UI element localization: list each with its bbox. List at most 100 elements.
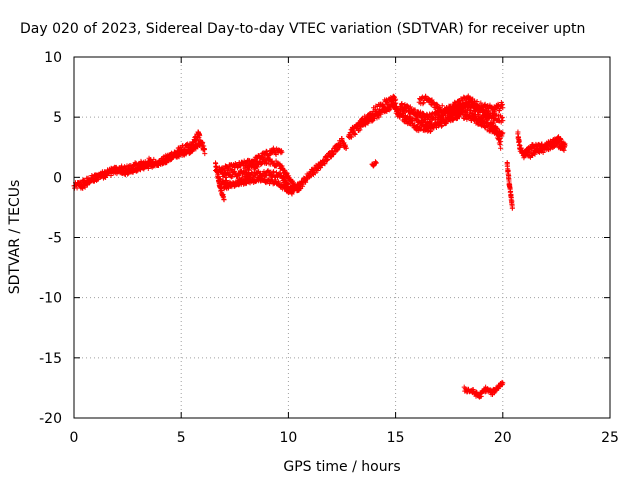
data-point — [229, 184, 235, 190]
data-point — [438, 113, 444, 119]
data-point — [331, 151, 337, 157]
data-point — [373, 160, 379, 166]
y-tick-label: -5 — [48, 231, 62, 247]
data-point — [242, 160, 248, 166]
y-tick-label: -20 — [39, 411, 62, 427]
data-point — [217, 176, 223, 182]
data-point — [255, 164, 261, 170]
data-point — [226, 169, 232, 175]
data-point — [477, 116, 483, 122]
data-point — [468, 107, 474, 113]
data-points — [71, 93, 568, 400]
data-point — [132, 160, 138, 166]
data-point — [226, 185, 232, 191]
data-point — [453, 108, 459, 114]
data-point — [343, 145, 349, 151]
x-tick-label: 25 — [601, 430, 619, 446]
data-point — [264, 149, 270, 155]
data-point — [252, 173, 258, 179]
data-point — [235, 165, 241, 171]
data-point — [246, 167, 252, 173]
data-point — [467, 104, 473, 110]
data-point — [428, 128, 434, 134]
data-point — [399, 101, 405, 107]
data-point — [431, 125, 437, 131]
y-tick-label: 10 — [44, 50, 62, 66]
x-tick-label: 10 — [279, 430, 297, 446]
data-point — [322, 161, 328, 167]
data-point — [245, 166, 251, 172]
data-point — [509, 205, 515, 211]
x-tick-label: 15 — [387, 430, 405, 446]
ticks: 0 5 10 15 20 25 -20 -15 -10 -5 0 5 10 — [39, 50, 619, 446]
grid-lines — [74, 57, 610, 418]
y-tick-label: -15 — [39, 351, 62, 367]
data-point — [197, 140, 203, 146]
data-point — [484, 108, 490, 114]
data-point — [481, 107, 487, 113]
data-point — [420, 101, 426, 107]
y-tick-label: -10 — [39, 291, 62, 307]
data-point — [427, 129, 433, 135]
data-point — [420, 100, 426, 106]
chart-title: Day 020 of 2023, Sidereal Day-to-day VTE… — [20, 21, 585, 37]
data-point — [499, 114, 505, 120]
data-point — [500, 118, 506, 124]
data-point — [334, 147, 340, 153]
data-point — [439, 123, 445, 129]
data-point — [106, 171, 112, 177]
data-point — [451, 109, 457, 115]
data-point — [498, 145, 504, 151]
data-point — [77, 179, 83, 185]
data-point — [202, 151, 208, 157]
data-point — [423, 116, 429, 122]
y-tick-label: 5 — [53, 110, 62, 126]
data-point — [444, 119, 450, 125]
data-point — [94, 177, 100, 183]
data-point — [258, 161, 264, 167]
data-point — [500, 105, 506, 111]
data-point — [515, 129, 521, 135]
data-point — [145, 165, 151, 171]
data-point — [500, 380, 506, 386]
data-point — [407, 104, 413, 110]
data-point — [134, 168, 140, 174]
data-point — [419, 123, 425, 129]
data-point — [176, 154, 182, 160]
data-point — [285, 181, 291, 187]
data-point — [500, 130, 506, 136]
data-point — [535, 145, 541, 151]
data-point — [390, 97, 396, 103]
data-point — [279, 149, 285, 155]
data-point — [273, 158, 279, 164]
data-point — [499, 131, 505, 137]
data-point — [221, 197, 227, 203]
y-axis-title: SDTVAR / TECUs — [7, 180, 23, 295]
data-point — [499, 115, 505, 121]
data-point — [540, 149, 546, 155]
data-point — [433, 115, 439, 121]
data-point — [349, 134, 355, 140]
y-tick-label: 0 — [53, 170, 62, 186]
data-point — [439, 103, 445, 109]
data-point — [421, 111, 427, 117]
data-point — [526, 153, 532, 159]
x-tick-label: 5 — [177, 430, 186, 446]
x-tick-label: 20 — [494, 430, 512, 446]
data-point — [217, 176, 223, 182]
data-point — [482, 101, 488, 107]
x-axis-title: GPS time / hours — [283, 459, 400, 475]
data-point — [223, 174, 229, 180]
data-point — [562, 141, 568, 147]
data-point — [197, 133, 203, 139]
data-point — [434, 109, 440, 115]
data-point — [462, 109, 468, 115]
data-point — [393, 100, 399, 106]
x-tick-label: 0 — [70, 430, 79, 446]
data-point — [439, 123, 445, 129]
data-point — [472, 100, 478, 106]
data-point — [497, 139, 503, 145]
data-point — [352, 131, 358, 137]
data-point — [140, 162, 146, 168]
